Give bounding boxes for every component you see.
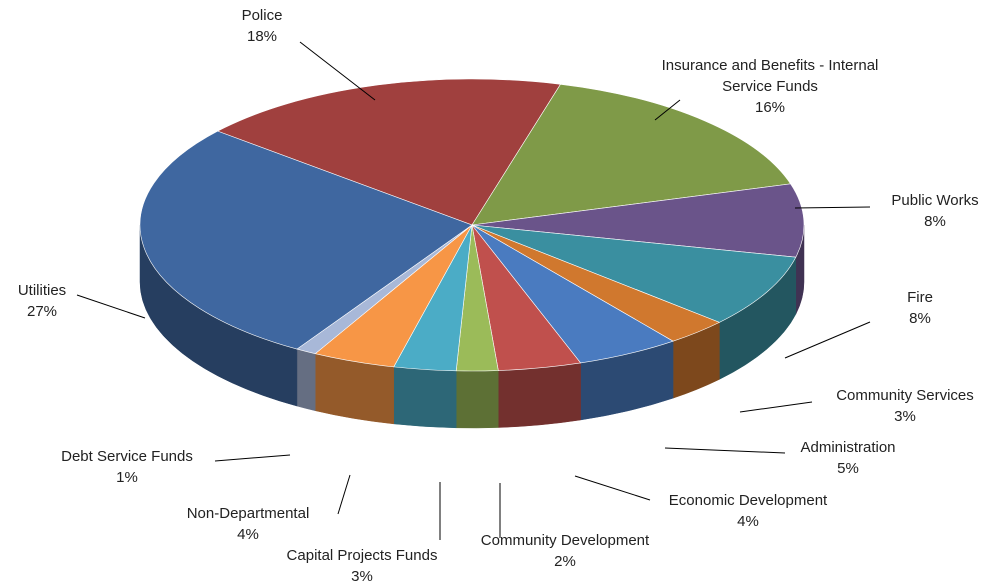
leader-line — [214, 454, 291, 462]
category-name: Administration — [800, 439, 896, 456]
percent-label: 3% — [351, 568, 373, 585]
category-name: Insurance and Benefits - Internal Servic… — [661, 57, 879, 95]
leader-line — [664, 447, 786, 454]
category-name: Community Services — [836, 387, 974, 404]
slice-label: Capital Projects Funds 3% — [287, 545, 438, 587]
percent-label: 18% — [246, 28, 278, 45]
slice-label: Administration 5% — [800, 437, 895, 479]
category-name: Utilities — [17, 282, 67, 299]
slice-label: Non-Departmental 4% — [187, 503, 310, 545]
category-name: Non-Departmental — [186, 505, 310, 522]
percent-label: 5% — [837, 460, 859, 477]
leader-line — [574, 475, 651, 501]
leader-line — [76, 294, 146, 319]
slice — [471, 224, 797, 323]
percent-label: 1% — [116, 469, 138, 486]
category-name: Economic Development — [668, 492, 828, 509]
slice-label: Community Development 2% — [481, 530, 649, 572]
slice — [471, 183, 805, 258]
slice-side — [393, 366, 457, 429]
leader-line — [299, 41, 376, 101]
slice — [216, 78, 561, 226]
slice-label: Insurance and Benefits - Internal Servic… — [655, 55, 885, 118]
percent-label: 27% — [26, 303, 58, 320]
category-name: Capital Projects Funds — [286, 547, 438, 564]
leader-line — [337, 474, 351, 515]
category-name: Debt Service Funds — [61, 448, 193, 465]
percent-label: 3% — [894, 408, 916, 425]
category-name: Community Development — [480, 532, 650, 549]
slice-side — [498, 362, 581, 428]
slice-side — [455, 370, 499, 429]
category-name: Public Works — [891, 192, 979, 209]
slice-label: Utilities 27% — [18, 280, 66, 322]
slice-label: Public Works 8% — [891, 190, 978, 232]
leader-line — [739, 401, 813, 413]
leader-line — [654, 99, 681, 121]
slice — [471, 83, 792, 226]
percent-label: 4% — [737, 513, 759, 530]
slice-label: Debt Service Funds 1% — [61, 446, 193, 488]
percent-label: 4% — [237, 526, 259, 543]
slice-label: Police 18% — [242, 5, 283, 47]
slice-label: Community Services 3% — [836, 385, 974, 427]
percent-label: 2% — [554, 553, 576, 570]
leader-line — [784, 321, 871, 359]
percent-label: 8% — [909, 310, 931, 327]
slice-side — [296, 348, 316, 412]
leader-line — [794, 206, 871, 209]
percent-label: 8% — [924, 213, 946, 230]
slice — [139, 130, 473, 350]
category-name: Fire — [907, 289, 933, 306]
slice-label: Economic Development 4% — [669, 490, 827, 532]
category-name: Police — [241, 7, 283, 24]
percent-label: 16% — [754, 99, 786, 116]
slice-label: Fire 8% — [907, 287, 933, 329]
